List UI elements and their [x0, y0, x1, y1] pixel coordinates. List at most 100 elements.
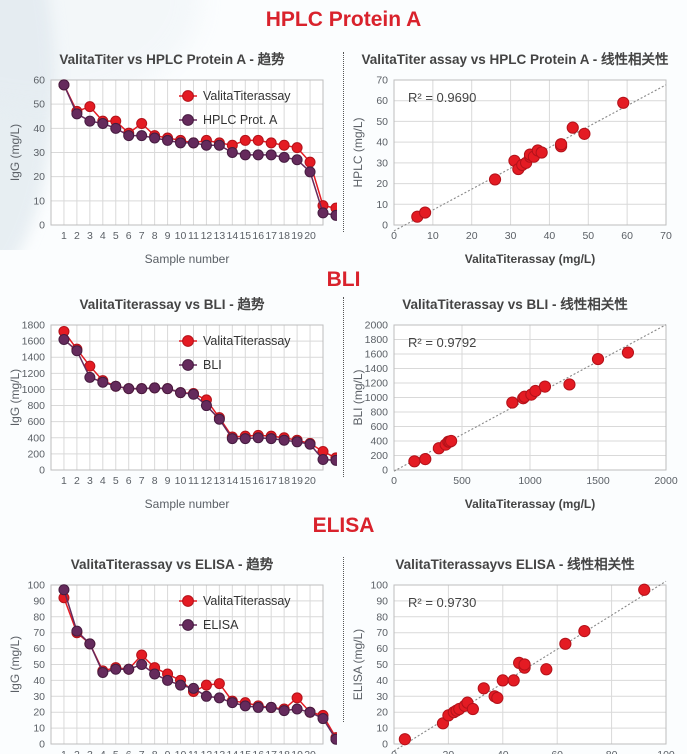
- svg-text:1000: 1000: [518, 475, 542, 487]
- svg-text:20: 20: [33, 171, 45, 183]
- svg-text:60: 60: [551, 749, 563, 754]
- svg-text:ValitaTiter assay vs HPLC Prot: ValitaTiter assay vs HPLC Protein A - 线性…: [361, 51, 669, 67]
- svg-text:500: 500: [453, 475, 471, 487]
- svg-text:1000: 1000: [364, 392, 388, 404]
- svg-text:1400: 1400: [364, 363, 388, 375]
- svg-text:2000: 2000: [654, 475, 678, 487]
- svg-text:50: 50: [376, 659, 388, 671]
- svg-text:11: 11: [188, 749, 199, 754]
- svg-text:30: 30: [376, 691, 388, 703]
- svg-text:0: 0: [391, 475, 397, 487]
- svg-text:8: 8: [151, 230, 157, 242]
- svg-text:8: 8: [151, 749, 157, 754]
- svg-text:10: 10: [427, 230, 439, 242]
- svg-text:1500: 1500: [586, 475, 610, 487]
- svg-text:13: 13: [213, 749, 225, 754]
- svg-text:3: 3: [86, 749, 92, 754]
- svg-text:BLI: BLI: [203, 358, 222, 372]
- svg-text:1000: 1000: [21, 384, 45, 396]
- svg-text:40: 40: [376, 137, 388, 149]
- svg-text:IgG (mg/L): IgG (mg/L): [8, 124, 22, 181]
- svg-text:11: 11: [188, 475, 199, 487]
- svg-text:12: 12: [200, 230, 212, 242]
- svg-text:90: 90: [376, 595, 388, 607]
- svg-text:BLI (mg/L): BLI (mg/L): [351, 369, 365, 425]
- svg-text:9: 9: [164, 230, 170, 242]
- svg-text:70: 70: [33, 627, 45, 639]
- svg-text:1: 1: [61, 230, 67, 242]
- svg-text:20: 20: [304, 475, 316, 487]
- svg-text:7: 7: [138, 230, 144, 242]
- svg-text:1600: 1600: [21, 336, 45, 348]
- svg-text:30: 30: [376, 157, 388, 169]
- svg-text:15: 15: [239, 230, 251, 242]
- svg-text:4: 4: [99, 230, 105, 242]
- svg-text:1400: 1400: [21, 352, 45, 364]
- svg-text:60: 60: [33, 643, 45, 655]
- svg-text:1: 1: [61, 749, 67, 754]
- svg-text:80: 80: [33, 611, 45, 623]
- svg-text:1800: 1800: [364, 334, 388, 346]
- svg-text:R² = 0.9690: R² = 0.9690: [408, 90, 476, 105]
- svg-text:18: 18: [278, 749, 290, 754]
- svg-text:20: 20: [304, 749, 316, 754]
- svg-text:17: 17: [265, 475, 277, 487]
- svg-text:40: 40: [33, 675, 45, 687]
- svg-text:60: 60: [376, 95, 388, 107]
- svg-text:Sample number: Sample number: [144, 497, 229, 511]
- svg-text:18: 18: [278, 230, 290, 242]
- svg-text:20: 20: [465, 230, 477, 242]
- svg-text:ValitaTiterassay vs BLI - 线性相关: ValitaTiterassay vs BLI - 线性相关性: [402, 296, 628, 312]
- svg-text:50: 50: [33, 659, 45, 671]
- svg-text:1200: 1200: [364, 378, 388, 390]
- svg-text:10: 10: [174, 230, 186, 242]
- svg-text:1200: 1200: [21, 368, 45, 380]
- svg-text:ELISA: ELISA: [203, 618, 239, 632]
- svg-text:90: 90: [33, 595, 45, 607]
- svg-text:6: 6: [125, 475, 131, 487]
- svg-text:ValitaTiterassay: ValitaTiterassay: [203, 594, 291, 608]
- svg-text:ValitaTiterassay: ValitaTiterassay: [203, 89, 291, 103]
- svg-text:19: 19: [291, 475, 303, 487]
- svg-text:600: 600: [370, 421, 388, 433]
- svg-text:5: 5: [112, 230, 118, 242]
- svg-text:0: 0: [382, 465, 388, 477]
- svg-text:100: 100: [370, 580, 388, 592]
- svg-text:13: 13: [213, 230, 225, 242]
- svg-text:10: 10: [376, 199, 388, 211]
- svg-text:20: 20: [33, 707, 45, 719]
- svg-text:0: 0: [382, 220, 388, 232]
- svg-text:0: 0: [382, 739, 388, 751]
- svg-text:10: 10: [174, 475, 186, 487]
- svg-text:1600: 1600: [364, 349, 388, 361]
- svg-text:5: 5: [112, 475, 118, 487]
- svg-text:4: 4: [99, 475, 105, 487]
- svg-text:50: 50: [33, 99, 45, 111]
- svg-text:2: 2: [73, 230, 79, 242]
- svg-text:8: 8: [151, 475, 157, 487]
- svg-text:60: 60: [376, 643, 388, 655]
- svg-text:20: 20: [376, 707, 388, 719]
- svg-text:600: 600: [27, 416, 45, 428]
- svg-text:800: 800: [370, 407, 388, 419]
- svg-text:400: 400: [27, 432, 45, 444]
- svg-text:400: 400: [370, 436, 388, 448]
- svg-text:50: 50: [376, 116, 388, 128]
- svg-text:60: 60: [621, 230, 633, 242]
- svg-text:60: 60: [33, 75, 45, 87]
- svg-text:20: 20: [376, 178, 388, 190]
- svg-text:13: 13: [213, 475, 225, 487]
- svg-text:15: 15: [239, 749, 251, 754]
- svg-text:30: 30: [504, 230, 516, 242]
- svg-text:10: 10: [33, 195, 45, 207]
- svg-text:200: 200: [370, 450, 388, 462]
- svg-text:70: 70: [660, 230, 672, 242]
- svg-text:80: 80: [376, 611, 388, 623]
- svg-text:10: 10: [33, 723, 45, 735]
- svg-text:40: 40: [33, 123, 45, 135]
- svg-text:2: 2: [73, 749, 79, 754]
- svg-text:2: 2: [73, 475, 79, 487]
- svg-text:ValitaTiterassayvs ELISA - 线性相: ValitaTiterassayvs ELISA - 线性相关性: [395, 556, 635, 572]
- svg-text:9: 9: [164, 749, 170, 754]
- svg-text:0: 0: [39, 465, 45, 477]
